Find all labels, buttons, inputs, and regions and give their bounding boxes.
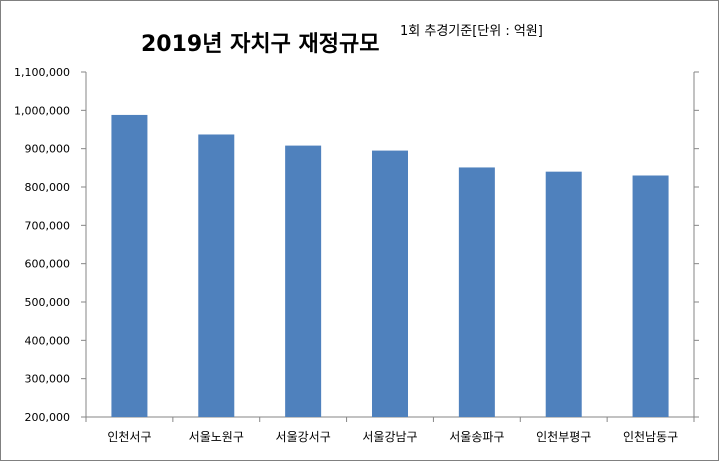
- bar: [632, 175, 669, 417]
- y-axis: 200,000 300,000 400,000 500,000 600,000 700,0…: [14, 66, 87, 424]
- y-tick-label: 500,000: [25, 296, 71, 309]
- y-tick-label: 800,000: [25, 181, 71, 194]
- bar: [285, 145, 322, 417]
- y-tick-label: 1,100,000: [14, 66, 70, 79]
- y-tick-label: 600,000: [25, 258, 71, 271]
- chart-title: 2019년 자치구 재정규모: [141, 32, 380, 57]
- x-axis: 인천서구 서울노원구 서울강서구 서울강남구 서울송파구 인천부평구 인천남동구: [85, 416, 695, 444]
- bar: [545, 171, 582, 417]
- x-category-label: 서울강남구: [362, 430, 417, 444]
- bar: [111, 114, 148, 417]
- y-tick-label: 400,000: [25, 334, 71, 347]
- right-axis: [693, 71, 699, 418]
- y-tick-label: 300,000: [25, 373, 71, 386]
- y-tick-label: 700,000: [25, 219, 71, 232]
- x-category-label: 서울강서구: [276, 430, 331, 444]
- bars: [111, 114, 669, 418]
- y-tick-label: 1,000,000: [14, 104, 70, 117]
- bar: [372, 150, 408, 418]
- y-tick-label: 900,000: [25, 143, 71, 156]
- bar: [198, 134, 235, 417]
- x-category-label: 인천남동구: [623, 429, 678, 444]
- y-tick-label: 200,000: [25, 411, 71, 424]
- x-category-label: 인천서구: [107, 429, 151, 444]
- x-category-label: 서울송파구: [449, 430, 504, 444]
- chart-subtitle: 1회 추경기준[단위 : 억원]: [400, 24, 543, 39]
- bar: [458, 167, 495, 417]
- x-category-label: 인천부평구: [536, 429, 591, 444]
- x-category-label: 서울노원구: [189, 430, 244, 444]
